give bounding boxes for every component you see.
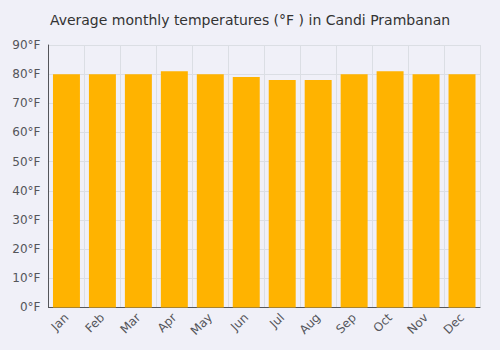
svg-text:Jun: Jun [227, 311, 251, 335]
svg-text:May: May [188, 311, 215, 338]
svg-text:30°F: 30°F [12, 213, 40, 227]
svg-text:Average monthly temperatures (: Average monthly temperatures (°F ) in Ca… [50, 12, 450, 28]
svg-text:Feb: Feb [82, 311, 107, 336]
svg-text:80°F: 80°F [12, 67, 40, 81]
svg-text:Mar: Mar [117, 310, 143, 336]
svg-text:Dec: Dec [441, 311, 467, 337]
svg-text:50°F: 50°F [12, 155, 40, 169]
svg-text:Aug: Aug [297, 311, 323, 337]
svg-text:10°F: 10°F [12, 271, 40, 285]
svg-text:Oct: Oct [370, 310, 395, 335]
svg-text:40°F: 40°F [12, 184, 40, 198]
svg-text:Jan: Jan [48, 311, 72, 335]
svg-text:60°F: 60°F [12, 125, 40, 139]
svg-text:20°F: 20°F [12, 242, 40, 256]
svg-text:70°F: 70°F [12, 96, 40, 110]
svg-text:Jul: Jul [266, 311, 287, 332]
svg-text:Sep: Sep [333, 311, 359, 337]
svg-text:90°F: 90°F [12, 38, 40, 52]
svg-text:Apr: Apr [155, 310, 180, 335]
svg-text:Nov: Nov [405, 311, 431, 337]
svg-text:0°F: 0°F [20, 300, 41, 314]
